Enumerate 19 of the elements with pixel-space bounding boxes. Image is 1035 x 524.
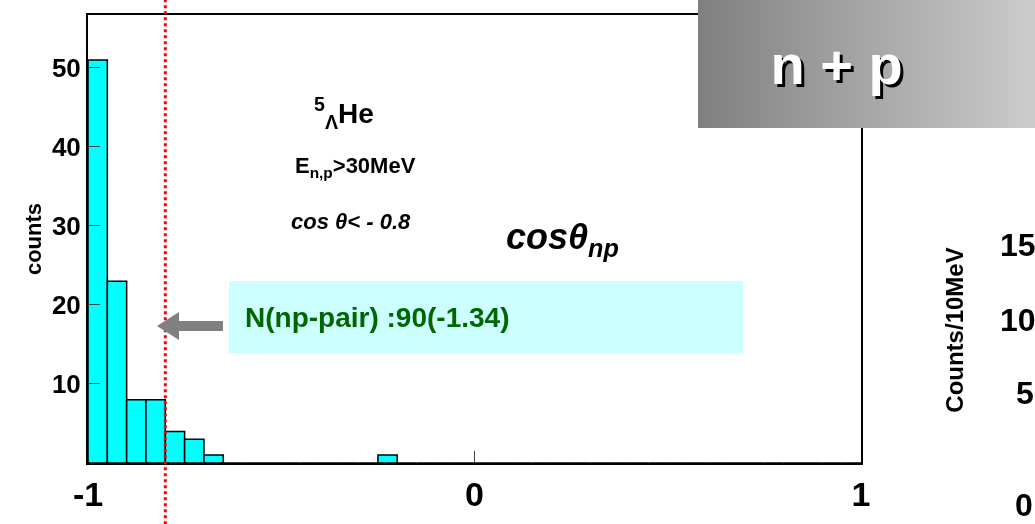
x-tick-label: 0: [465, 474, 484, 513]
title-banner: n + p: [698, 0, 1035, 128]
annotation: cosθ$_{np}$: [506, 216, 619, 262]
y-tick-label: 50: [51, 53, 81, 84]
annotation: n + p: [770, 31, 903, 97]
text: Counts/10MeV: [941, 247, 969, 413]
text: 10: [1000, 301, 1035, 339]
annotation: E$_{n,p}$>30MeV: [295, 153, 416, 181]
text: 15: [1000, 226, 1035, 264]
y-axis-title: counts: [21, 202, 47, 276]
y-tick-label: 30: [51, 211, 81, 242]
annotation: N(np-pair) :90(-1.34): [245, 301, 510, 333]
x-tick-label: -1: [72, 474, 104, 513]
y-tick-label: 40: [51, 132, 81, 163]
y-tick-label: 20: [51, 290, 81, 321]
x-tick-label: 1: [851, 474, 871, 513]
y-tick-label: 10: [51, 369, 81, 400]
annotation: cos θ< - 0.8: [291, 209, 412, 234]
text: 5: [1016, 374, 1034, 412]
